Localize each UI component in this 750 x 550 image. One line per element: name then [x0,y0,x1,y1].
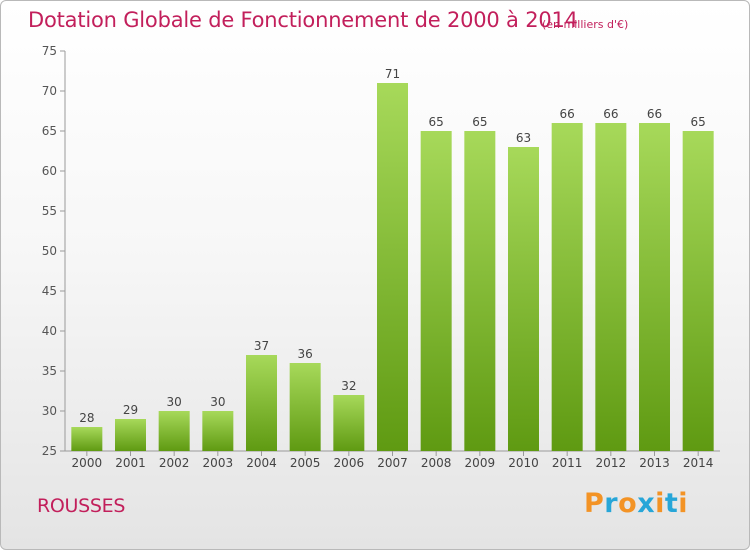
bar-value-label: 66 [647,107,662,121]
x-tick-label: 2002 [159,456,190,470]
y-tick-label: 25 [42,444,57,458]
x-tick-label: 2003 [203,456,234,470]
bar [377,83,408,451]
bar-value-label: 28 [79,411,94,425]
x-tick-label: 2011 [552,456,583,470]
bar [289,363,321,451]
bar-value-label: 65 [429,115,444,129]
bar-value-label: 37 [254,339,269,353]
y-tick-label: 55 [42,204,57,218]
bar [639,123,670,451]
bar-value-label: 66 [603,107,618,121]
y-tick-label: 40 [42,324,57,338]
bar-value-label: 65 [691,115,706,129]
bar [508,147,539,451]
bar [595,123,627,451]
logo-letter: o [618,488,638,519]
x-tick-label: 2012 [596,456,627,470]
x-tick-label: 2013 [639,456,670,470]
y-tick-label: 70 [42,84,57,98]
bar [202,411,234,451]
x-tick-label: 2006 [334,456,365,470]
x-tick-label: 2001 [115,456,146,470]
bar [464,131,496,451]
bar-value-label: 30 [210,395,225,409]
bar [333,395,365,451]
y-tick-label: 45 [42,284,57,298]
bar-value-label: 63 [516,131,531,145]
y-tick-label: 35 [42,364,57,378]
chart-unit: (en milliers d'€) [542,18,629,31]
bar-value-label: 71 [385,67,400,81]
bar [158,411,190,451]
chart-axes: 25 30 35 40 45 50 55 60 65 70 75 2000 2001 2002 2003 20… [42,44,720,470]
bar [682,131,714,451]
chart-title: Dotation Globale de Fonctionnement de 20… [28,8,578,32]
bar [71,427,103,451]
bar-value-label: 30 [167,395,182,409]
bar-value-label: 32 [341,379,356,393]
y-tick-label: 65 [42,124,57,138]
bar-value-label: 65 [472,115,487,129]
bar [551,123,583,451]
x-tick-label: 2000 [72,456,103,470]
bar-value-label: 36 [298,347,313,361]
x-tick-label: 2009 [465,456,496,470]
bar [115,419,146,451]
x-tick-label: 2014 [683,456,714,470]
y-tick-label: 50 [42,244,57,258]
logo-letter: x [637,488,656,519]
logo-letter: r [604,488,619,519]
logo-letter: P [584,488,605,519]
logo-letter: i [678,488,689,519]
proxiti-logo[interactable]: Proxiti [584,488,688,519]
bar-value-label: 66 [560,107,575,121]
commune-name: ROUSSES [37,495,126,517]
bar-value-label: 29 [123,403,138,417]
x-tick-label: 2004 [246,456,277,470]
x-tick-label: 2007 [377,456,408,470]
chart-bars: 28 29 30 30 37 36 32 71 65 65 63 66 66 66 65 [71,67,714,451]
bar [246,355,277,451]
y-tick-label: 75 [42,44,57,58]
x-tick-label: 2005 [290,456,321,470]
y-tick-label: 60 [42,164,57,178]
logo-letter: t [664,488,679,519]
bar [420,131,452,451]
x-tick-label: 2008 [421,456,452,470]
logo-letter: i [655,488,665,519]
y-tick-label: 30 [42,404,57,418]
x-tick-label: 2010 [508,456,539,470]
